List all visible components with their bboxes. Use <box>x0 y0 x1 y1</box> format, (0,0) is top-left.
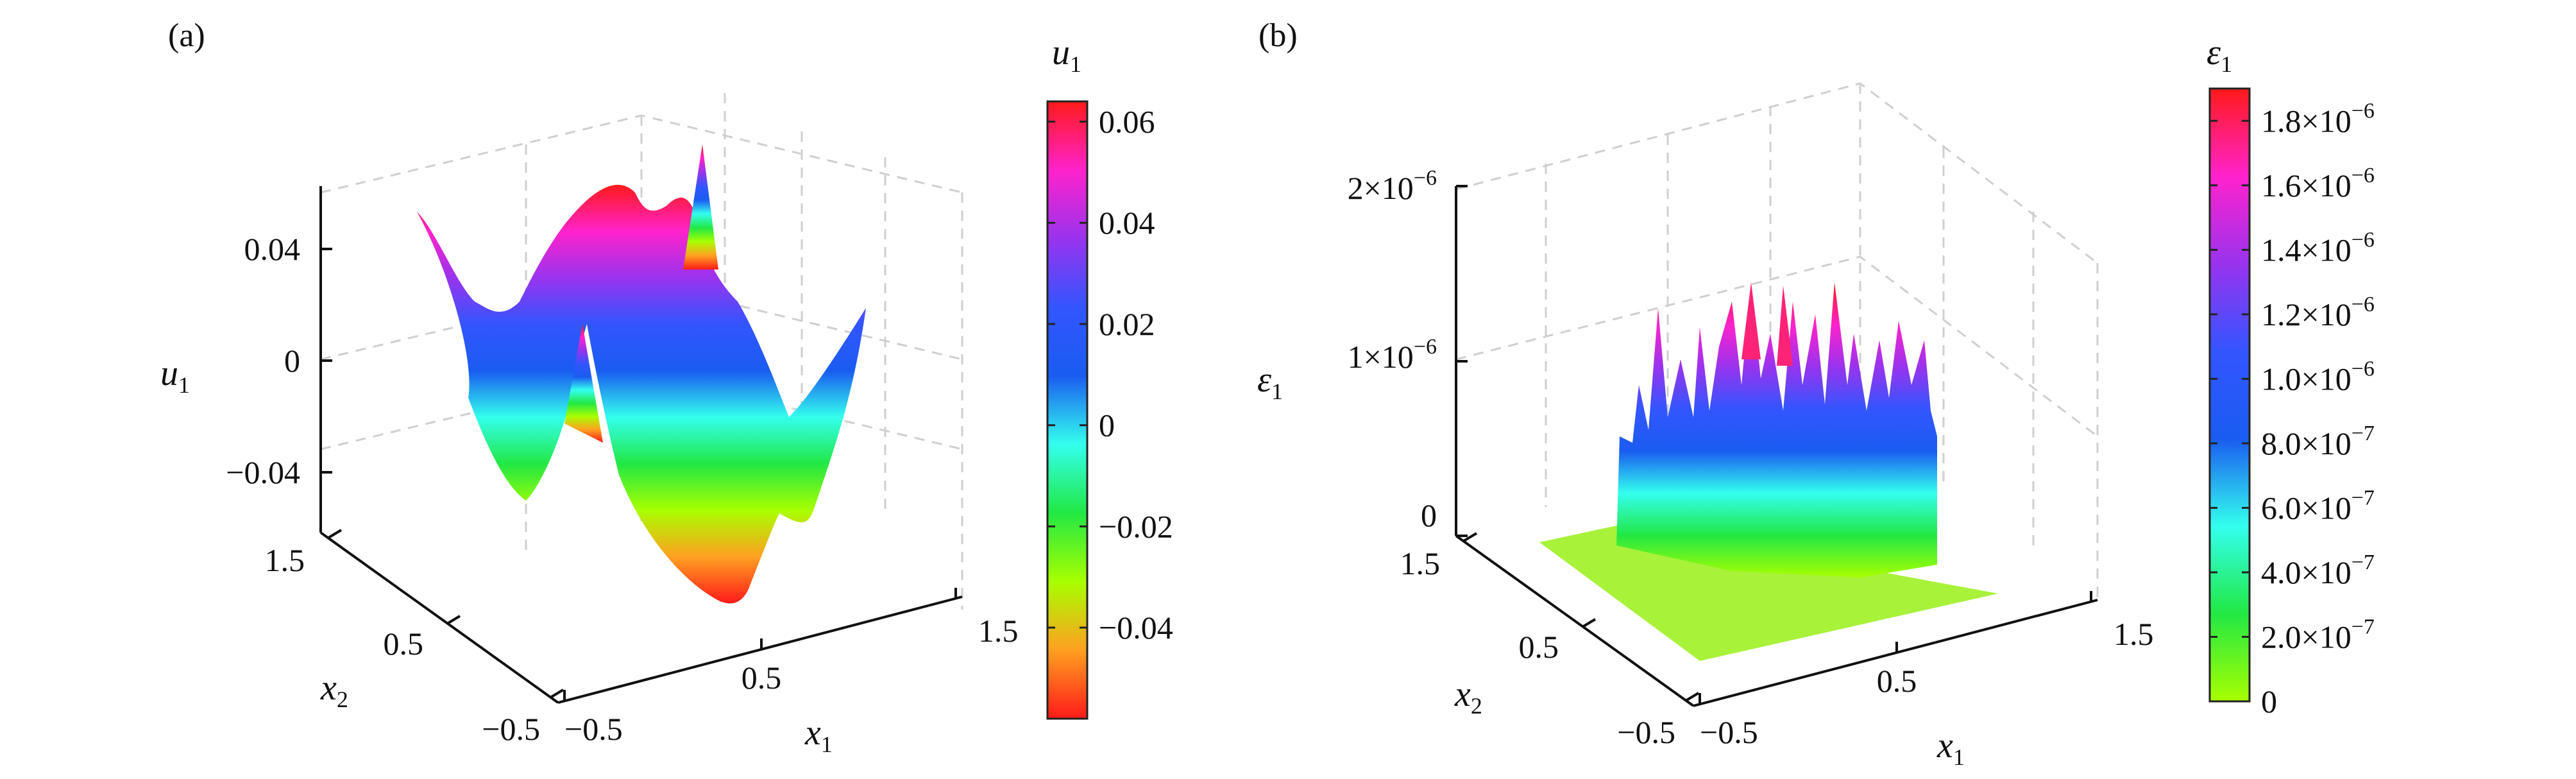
colorbar-tick-label: 0.04 <box>1099 205 1155 241</box>
z-tick-label: −0.04 <box>226 454 300 490</box>
panel-b-peak <box>1741 282 1793 366</box>
colorbar-tick-label: 0 <box>2261 683 2277 719</box>
z-tick-label: 0 <box>1421 497 1437 533</box>
panel-b-surface <box>1616 282 1937 578</box>
z-tick-label: 2×10−6 <box>1348 166 1437 206</box>
panel-a: (a) <box>160 17 1173 757</box>
z-tick-label: 1×10−6 <box>1348 335 1437 375</box>
colorbar-tick-label: 1.6×10−6 <box>2261 164 2375 203</box>
colorbar-tick-label: 0.06 <box>1099 104 1155 140</box>
z-axis-label: ε1 <box>1257 360 1283 404</box>
colorbar-tick-label: −0.04 <box>1099 610 1173 646</box>
y-tick-label: −0.5 <box>1617 714 1675 750</box>
x-tick-label: 0.5 <box>741 660 782 696</box>
x-tick-label: 1.5 <box>2114 616 2154 652</box>
colorbar-tick-label: 0 <box>1099 407 1115 443</box>
panel-a-surface <box>417 185 866 604</box>
colorbar-tick-label: 1.0×10−6 <box>2261 357 2375 397</box>
panel-a-spike-2 <box>683 144 718 270</box>
y-tick-label: 1.5 <box>265 542 305 578</box>
y-tick-label: 1.5 <box>1400 545 1441 581</box>
z-tick-label: 0 <box>284 343 300 379</box>
colorbar-a <box>1046 100 1089 720</box>
colorbar-tick-label: 1.8×10−6 <box>2261 99 2375 139</box>
panel-a-label: (a) <box>168 17 205 54</box>
colorbar-tick-label: −0.02 <box>1099 508 1173 544</box>
colorbar-b-ticks: 1.8×10−6 1.6×10−6 1.4×10−6 1.2×10−6 1.0×10−6… <box>2210 99 2375 719</box>
panel-b: (b) <box>1257 17 2375 770</box>
x-tick-label: −0.5 <box>1700 714 1758 750</box>
y-tick-label: 0.5 <box>1519 629 1559 665</box>
panel-a-axes <box>319 186 963 704</box>
colorbar-a-ticks: 0.06 0.04 0.02 0 −0.02 −0.04 <box>1047 104 1173 646</box>
colorbar-tick-label: 4.0×10−7 <box>2261 551 2375 590</box>
panel-a-spike <box>564 324 603 443</box>
panel-b-grid <box>1455 82 2099 603</box>
y-axis-label: x2 <box>1454 674 1482 719</box>
colorbar-b <box>2208 87 2251 703</box>
colorbar-tick-label: 8.0×10−7 <box>2261 422 2375 461</box>
colorbar-tick-label: 1.2×10−6 <box>2261 293 2375 332</box>
colorbar-tick-label: 0.02 <box>1099 306 1155 342</box>
z-axis-label: u1 <box>160 354 190 398</box>
x-axis-label: x1 <box>804 713 833 757</box>
colorbar-tick-label: 2.0×10−7 <box>2261 615 2375 655</box>
colorbar-tick-label: 1.4×10−6 <box>2261 228 2375 268</box>
panel-b-axes <box>1455 185 2098 707</box>
panel-b-base-plane <box>1539 524 1998 661</box>
x-axis-label: x1 <box>1936 726 1965 770</box>
panel-b-label: (b) <box>1258 17 1298 54</box>
colorbar-a-title: u1 <box>1052 33 1081 77</box>
y-tick-label: 0.5 <box>384 626 424 662</box>
x-tick-label: 0.5 <box>1877 663 1917 699</box>
x-tick-label: 1.5 <box>978 613 1019 649</box>
colorbar-tick-label: 6.0×10−7 <box>2261 486 2375 526</box>
y-axis-label: x2 <box>320 668 348 712</box>
colorbar-b-title: ε1 <box>2207 33 2232 77</box>
z-tick-label: 0.04 <box>244 231 301 267</box>
x-tick-label: −0.5 <box>564 711 623 747</box>
y-tick-label: −0.5 <box>482 711 540 747</box>
